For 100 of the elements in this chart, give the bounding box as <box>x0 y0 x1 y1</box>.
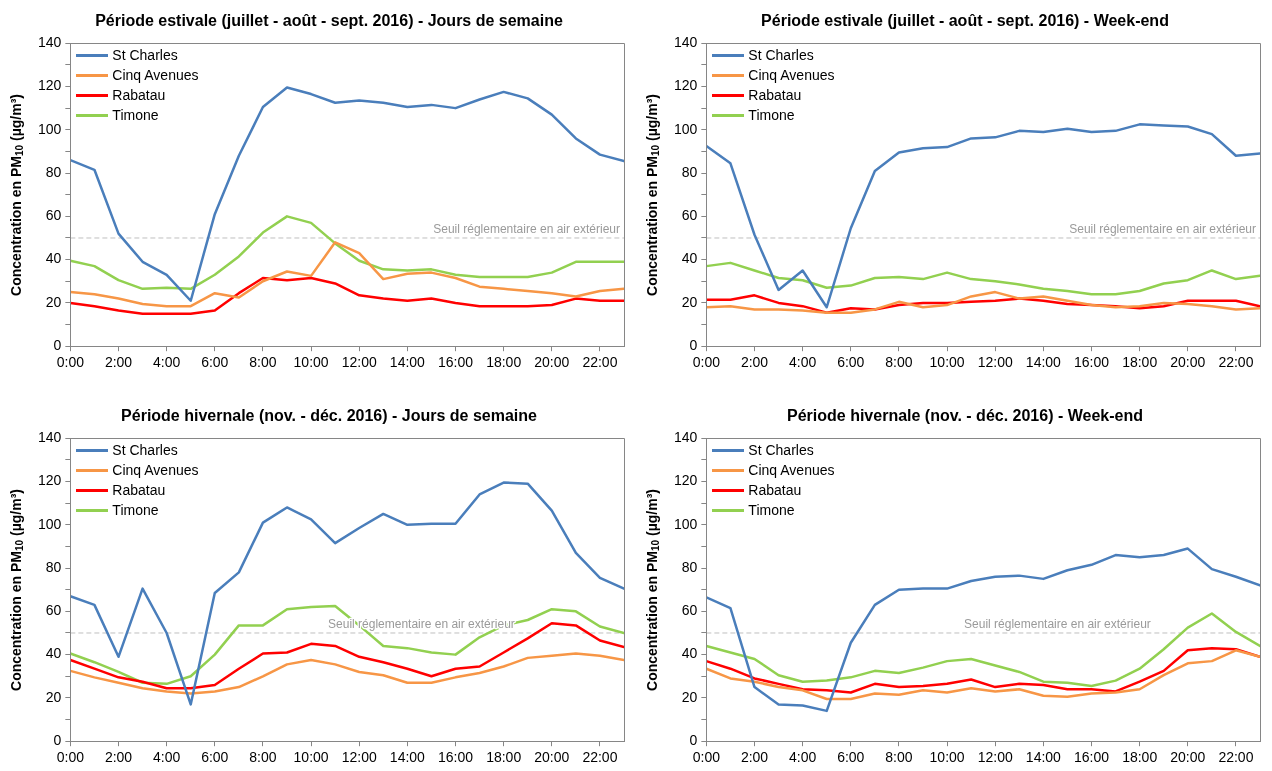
legend-label: Rabatau <box>112 482 166 499</box>
x-tick-label: 18:00 <box>486 354 522 371</box>
x-tick-label: 8:00 <box>249 749 277 766</box>
x-tick-label: 0:00 <box>692 749 721 766</box>
y-tick-label: 140 <box>38 34 62 51</box>
x-tick-label: 14:00 <box>389 354 426 371</box>
y-tick-label: 0 <box>689 732 698 749</box>
x-tick-label: 20:00 <box>1170 749 1206 766</box>
legend-label: Cinq Avenues <box>112 67 199 84</box>
x-tick-label: 0:00 <box>692 354 721 371</box>
x-tick-label: 12:00 <box>341 354 377 371</box>
legend-label: St Charles <box>112 47 178 64</box>
legend-label: Rabatau <box>748 482 802 499</box>
x-tick-label: 14:00 <box>1025 354 1062 371</box>
ref-line-label: Seuil réglementaire en air extérieur <box>964 617 1151 632</box>
x-tick-label: 12:00 <box>341 749 377 766</box>
y-tick-label: 100 <box>38 120 62 137</box>
y-tick-label: 80 <box>45 558 62 575</box>
y-tick-label: 140 <box>674 429 698 446</box>
x-tick-label: 0:00 <box>56 354 85 371</box>
x-tick-label: 18:00 <box>1122 749 1158 766</box>
legend-label: Timone <box>748 502 795 519</box>
x-tick-label: 20:00 <box>1170 354 1206 371</box>
x-tick-label: 10:00 <box>293 354 329 371</box>
x-tick-label: 6:00 <box>201 749 229 766</box>
x-tick-label: 12:00 <box>977 749 1013 766</box>
x-tick-label: 22:00 <box>1218 749 1254 766</box>
y-tick-label: 0 <box>53 337 62 354</box>
y-tick-label: 60 <box>45 602 62 619</box>
legend-label: Rabatau <box>112 87 166 104</box>
x-tick-label: 10:00 <box>929 354 965 371</box>
x-tick-label: 6:00 <box>837 749 865 766</box>
x-tick-label: 6:00 <box>201 354 229 371</box>
y-tick-label: 20 <box>681 688 698 705</box>
ref-line-label: Seuil réglementaire en air extérieur <box>433 222 620 237</box>
x-tick-label: 20:00 <box>534 749 570 766</box>
x-tick-label: 4:00 <box>153 354 181 371</box>
x-tick-label: 2:00 <box>104 749 133 766</box>
y-tick-label: 40 <box>681 250 698 267</box>
x-tick-label: 16:00 <box>1073 354 1110 371</box>
x-tick-label: 4:00 <box>789 354 817 371</box>
x-tick-label: 0:00 <box>56 749 85 766</box>
y-tick-label: 120 <box>38 472 62 489</box>
legend-label: Cinq Avenues <box>112 462 199 479</box>
y-tick-label: 40 <box>45 645 62 662</box>
y-tick-label: 100 <box>674 120 698 137</box>
legend-label: Timone <box>112 502 159 519</box>
x-tick-label: 16:00 <box>1073 749 1110 766</box>
y-tick-label: 60 <box>681 602 698 619</box>
legend-label: St Charles <box>748 47 814 64</box>
x-tick-label: 2:00 <box>740 749 769 766</box>
y-tick-label: 100 <box>38 515 62 532</box>
x-tick-label: 4:00 <box>789 749 817 766</box>
y-tick-label: 120 <box>38 77 62 94</box>
y-tick-label: 40 <box>681 645 698 662</box>
y-tick-label: 100 <box>674 515 698 532</box>
x-tick-label: 20:00 <box>534 354 570 371</box>
y-tick-label: 60 <box>45 207 62 224</box>
x-tick-label: 14:00 <box>389 749 426 766</box>
y-tick-label: 80 <box>681 163 698 180</box>
x-tick-label: 18:00 <box>1122 354 1158 371</box>
y-tick-label: 0 <box>689 337 698 354</box>
x-tick-label: 16:00 <box>437 749 474 766</box>
x-tick-label: 16:00 <box>437 354 474 371</box>
y-tick-label: 80 <box>45 163 62 180</box>
y-tick-label: 40 <box>45 250 62 267</box>
x-tick-label: 22:00 <box>582 354 618 371</box>
y-tick-label: 20 <box>45 688 62 705</box>
x-tick-label: 12:00 <box>977 354 1013 371</box>
x-tick-label: 8:00 <box>885 749 913 766</box>
legend-label: Cinq Avenues <box>748 67 835 84</box>
x-tick-label: 2:00 <box>104 354 133 371</box>
x-tick-label: 6:00 <box>837 354 865 371</box>
chart-title: Période estivale (juillet - août - sept. 2016) - Jours de semaine <box>95 12 563 30</box>
x-tick-label: 10:00 <box>293 749 329 766</box>
y-tick-label: 140 <box>674 34 698 51</box>
y-tick-label: 140 <box>38 429 62 446</box>
x-tick-label: 18:00 <box>486 749 522 766</box>
legend-label: St Charles <box>112 442 178 459</box>
y-tick-label: 60 <box>681 207 698 224</box>
legend-label: Cinq Avenues <box>748 462 835 479</box>
x-tick-label: 2:00 <box>740 354 769 371</box>
y-tick-label: 20 <box>45 293 62 310</box>
chart-title: Période hivernale (nov. - déc. 2016) - Week-end <box>787 407 1143 425</box>
y-tick-label: 120 <box>674 472 698 489</box>
x-tick-label: 10:00 <box>929 749 965 766</box>
chart-title: Période hivernale (nov. - déc. 2016) - Jours de semaine <box>121 407 538 425</box>
x-tick-label: 8:00 <box>249 354 277 371</box>
x-tick-label: 14:00 <box>1025 749 1062 766</box>
x-tick-label: 22:00 <box>582 749 618 766</box>
y-tick-label: 20 <box>681 293 698 310</box>
x-tick-label: 8:00 <box>885 354 913 371</box>
y-tick-label: 120 <box>674 77 698 94</box>
legend-label: Rabatau <box>748 87 802 104</box>
legend-label: Timone <box>748 107 795 124</box>
legend-label: St Charles <box>748 442 814 459</box>
ref-line-label: Seuil réglementaire en air extérieur <box>1069 222 1256 237</box>
chart-title: Période estivale (juillet - août - sept. 2016) - Week-end <box>761 12 1169 30</box>
y-tick-label: 80 <box>681 558 698 575</box>
x-tick-label: 22:00 <box>1218 354 1254 371</box>
